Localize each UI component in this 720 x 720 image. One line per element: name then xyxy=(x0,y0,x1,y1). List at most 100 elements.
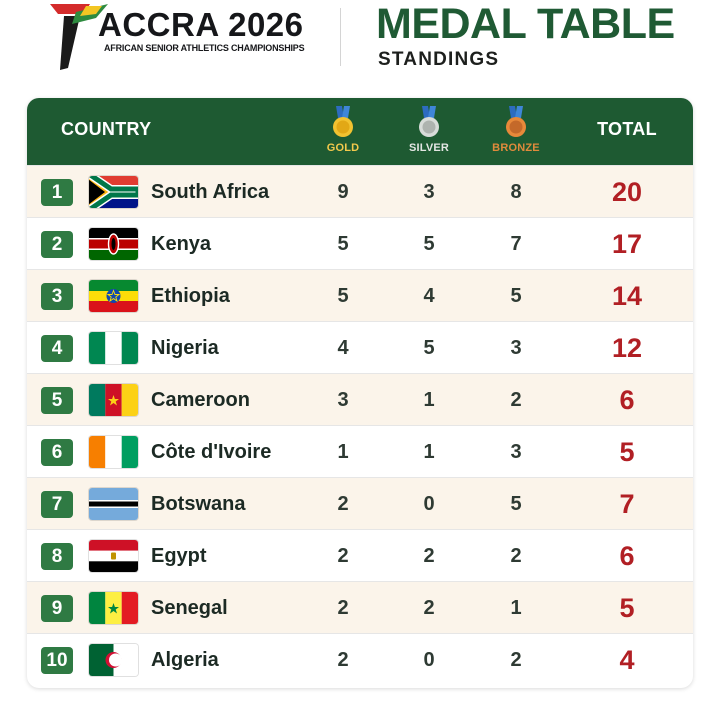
gold-label: GOLD xyxy=(326,142,360,154)
bronze-count: 8 xyxy=(510,181,522,203)
senegal-flag-icon xyxy=(89,592,138,624)
rank-badge: 7 xyxy=(41,491,73,518)
total-count: 17 xyxy=(611,229,643,259)
column-header-gold: GOLD xyxy=(303,106,383,154)
table-header: COUNTRY GOLD SILVER BRONZE TOTAL xyxy=(27,98,693,165)
silver-count: 4 xyxy=(423,285,435,307)
gold-count: 9 xyxy=(337,181,349,203)
column-header-country: COUNTRY xyxy=(61,119,152,139)
silver-count: 1 xyxy=(423,389,435,411)
accra-logo-mark-icon xyxy=(50,4,108,70)
country-name: Senegal xyxy=(151,597,228,619)
total-count: 12 xyxy=(611,333,643,363)
bronze-count: 1 xyxy=(510,597,522,619)
silver-count: 0 xyxy=(423,493,435,515)
table-row: 7 Botswana 2 0 5 7 xyxy=(27,477,693,529)
event-logo: ACCRA 2026 AFRICAN SENIOR ATHLETICS CHAM… xyxy=(50,2,320,72)
total-count: 4 xyxy=(619,645,635,675)
logo-title: ACCRA 2026 xyxy=(98,6,304,43)
total-count: 5 xyxy=(619,437,635,467)
silver-count: 1 xyxy=(423,441,435,463)
gold-count: 2 xyxy=(337,597,349,619)
bronze-count: 5 xyxy=(510,493,522,515)
medal-table: COUNTRY GOLD SILVER BRONZE TOTAL 1 South … xyxy=(27,98,693,688)
table-row: 8 Egypt 2 2 2 6 xyxy=(27,529,693,581)
gold-count: 5 xyxy=(337,285,349,307)
column-header-total: TOTAL xyxy=(597,119,657,139)
total-count: 20 xyxy=(611,177,643,207)
country-name: Kenya xyxy=(151,233,212,255)
country-name: Ethiopia xyxy=(151,285,230,307)
egypt-flag-icon xyxy=(89,540,138,572)
south-africa-flag-icon xyxy=(89,176,138,208)
silver-count: 5 xyxy=(423,337,435,359)
total-count: 14 xyxy=(611,281,643,311)
table-row: 10 Algeria 2 0 2 4 xyxy=(27,633,693,685)
gold-count: 1 xyxy=(337,441,349,463)
table-row: 3 Ethiopia 5 4 5 14 xyxy=(27,269,693,321)
table-row: 1 South Africa 9 3 8 20 xyxy=(27,165,693,217)
algeria-flag-icon xyxy=(89,644,138,676)
silver-count: 3 xyxy=(423,181,435,203)
kenya-flag-icon xyxy=(89,228,138,260)
country-name: Algeria xyxy=(151,649,219,671)
ethiopia-flag-icon xyxy=(89,280,138,312)
table-row: 2 Kenya 5 5 7 17 xyxy=(27,217,693,269)
cameroon-flag-icon xyxy=(89,384,138,416)
country-name: South Africa xyxy=(151,181,270,203)
cote-divoire-flag-icon xyxy=(89,436,138,468)
total-count: 5 xyxy=(619,593,635,623)
country-name: Cameroon xyxy=(151,389,250,411)
silver-count: 0 xyxy=(423,649,435,671)
country-name: Nigeria xyxy=(151,337,219,359)
header-divider xyxy=(340,8,341,66)
bronze-count: 2 xyxy=(510,545,522,567)
gold-count: 2 xyxy=(337,545,349,567)
total-count: 6 xyxy=(619,385,635,415)
bronze-count: 5 xyxy=(510,285,522,307)
gold-count: 4 xyxy=(337,337,349,359)
gold-count: 3 xyxy=(337,389,349,411)
bronze-count: 7 xyxy=(510,233,522,255)
table-row: 9 Senegal 2 2 1 5 xyxy=(27,581,693,633)
page-title: MEDAL TABLE xyxy=(376,0,675,48)
country-name: Côte d'Ivoire xyxy=(151,441,272,463)
silver-label: SILVER xyxy=(408,142,450,154)
column-header-silver: SILVER xyxy=(389,106,469,154)
bronze-count: 3 xyxy=(510,337,522,359)
column-header-bronze: BRONZE xyxy=(476,106,556,154)
silver-medal-icon xyxy=(419,106,439,137)
logo-subtitle: AFRICAN SENIOR ATHLETICS CHAMPIONSHIPS xyxy=(104,43,305,53)
nigeria-flag-icon xyxy=(89,332,138,364)
table-row: 5 Cameroon 3 1 2 6 xyxy=(27,373,693,425)
rank-badge: 4 xyxy=(41,335,73,362)
page-subtitle: STANDINGS xyxy=(378,49,500,70)
silver-count: 5 xyxy=(423,233,435,255)
bronze-label: BRONZE xyxy=(492,142,540,154)
rank-badge: 6 xyxy=(41,439,73,466)
country-name: Botswana xyxy=(151,493,246,515)
total-count: 6 xyxy=(619,541,635,571)
rank-badge: 9 xyxy=(41,595,73,622)
bronze-medal-icon xyxy=(506,106,526,137)
table-row: 6 Côte d'Ivoire 1 1 3 5 xyxy=(27,425,693,477)
table-row: 4 Nigeria 4 5 3 12 xyxy=(27,321,693,373)
botswana-flag-icon xyxy=(89,488,138,520)
rank-badge: 5 xyxy=(41,387,73,414)
gold-count: 5 xyxy=(337,233,349,255)
rank-badge: 8 xyxy=(41,543,73,570)
bronze-count: 3 xyxy=(510,441,522,463)
rank-badge: 2 xyxy=(41,231,73,258)
bronze-count: 2 xyxy=(510,649,522,671)
rank-badge: 10 xyxy=(41,647,73,674)
bronze-count: 2 xyxy=(510,389,522,411)
gold-count: 2 xyxy=(337,493,349,515)
silver-count: 2 xyxy=(423,597,435,619)
country-name: Egypt xyxy=(151,545,207,567)
gold-medal-icon xyxy=(333,106,353,137)
silver-count: 2 xyxy=(423,545,435,567)
rank-badge: 3 xyxy=(41,283,73,310)
gold-count: 2 xyxy=(337,649,349,671)
total-count: 7 xyxy=(619,489,635,519)
rank-badge: 1 xyxy=(41,179,73,206)
